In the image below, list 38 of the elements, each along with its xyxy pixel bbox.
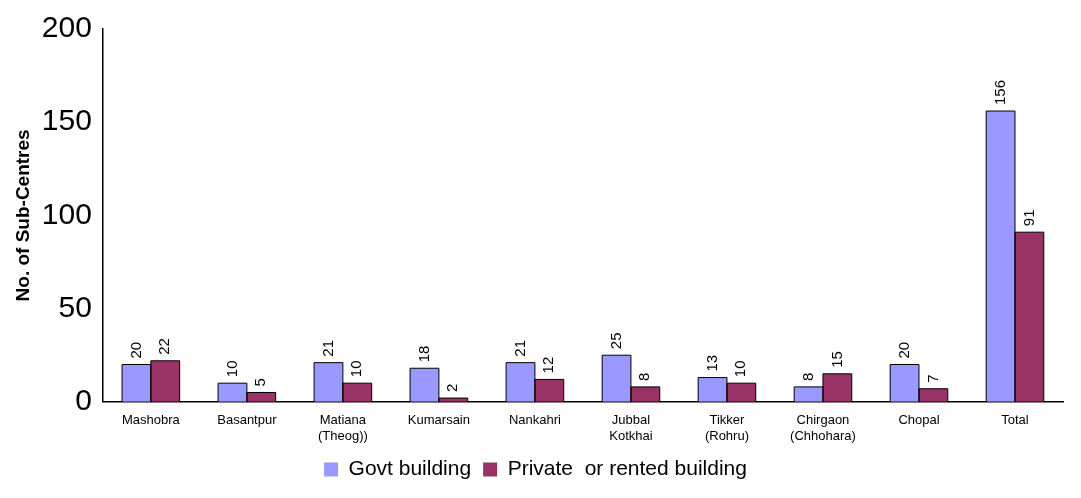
x-tick-label: Jubbal Kotkhai bbox=[609, 412, 653, 443]
data-label: 91 bbox=[1019, 209, 1037, 227]
data-label: 13 bbox=[702, 354, 720, 372]
y-tick-label: 100 bbox=[41, 196, 92, 230]
data-label: 21 bbox=[510, 339, 528, 357]
data-label: 156 bbox=[990, 79, 1008, 106]
data-label: 10 bbox=[347, 360, 365, 378]
y-tick-label: 50 bbox=[58, 289, 92, 323]
data-label: 12 bbox=[539, 356, 557, 374]
y-tick-label: 150 bbox=[41, 103, 92, 137]
x-tick-label: Chirgaon (Chhohara) bbox=[790, 412, 856, 443]
data-label: 8 bbox=[798, 372, 816, 381]
data-label: 25 bbox=[606, 332, 624, 350]
y-axis-title: No. of Sub-Centres bbox=[11, 129, 33, 302]
x-tick-label: Matiana (Theog)) bbox=[317, 412, 368, 443]
x-tick-label: Basantpur bbox=[217, 412, 278, 428]
data-label: 20 bbox=[126, 341, 144, 359]
x-tick-label: Chopal bbox=[898, 412, 940, 428]
x-tick-label: Total bbox=[1001, 412, 1029, 428]
y-tick-label: 200 bbox=[41, 10, 92, 44]
data-label: 2 bbox=[443, 383, 461, 393]
data-label: 20 bbox=[894, 341, 912, 359]
data-label: 15 bbox=[827, 351, 845, 368]
data-label: 5 bbox=[251, 378, 269, 387]
x-tick-label: Tikker (Rohru) bbox=[704, 412, 749, 443]
x-tick-label: Mashobra bbox=[121, 412, 181, 428]
x-tick-label: Nankahri bbox=[508, 412, 562, 428]
data-label: 10 bbox=[731, 360, 749, 378]
legend-label: Govt building bbox=[348, 456, 472, 480]
legend-label: Private or rented building bbox=[507, 456, 747, 480]
data-label: 22 bbox=[155, 338, 173, 355]
x-tick-label: Kumarsain bbox=[407, 412, 470, 428]
data-label: 8 bbox=[635, 372, 653, 381]
y-tick-label: 0 bbox=[75, 383, 92, 417]
data-label: 18 bbox=[414, 345, 432, 363]
data-label: 21 bbox=[318, 339, 336, 357]
data-label: 10 bbox=[222, 360, 240, 378]
data-label: 7 bbox=[923, 374, 941, 383]
